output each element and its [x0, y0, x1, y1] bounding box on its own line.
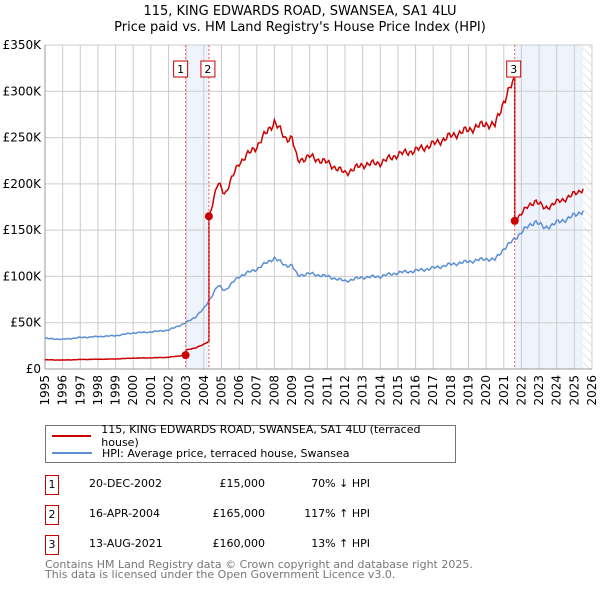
x-tick-label: 2021: [497, 375, 511, 406]
sale-hpi-diff: 117% ↑ HPI: [304, 507, 370, 520]
x-tick-label: 2004: [197, 375, 211, 406]
x-tick-label: 1997: [73, 375, 87, 406]
footer-line: Contains HM Land Registry data © Crown c…: [45, 558, 473, 571]
x-tick-label: 2005: [214, 375, 228, 406]
x-tick-label: 2017: [426, 375, 440, 406]
sale-number: 2: [45, 505, 59, 525]
y-tick-label: £0: [26, 362, 41, 376]
chart-title: 115, KING EDWARDS ROAD, SWANSEA, SA1 4LU: [143, 4, 457, 19]
x-tick-label: 2022: [514, 375, 528, 406]
sale-label-box: [200, 60, 216, 78]
shaded-region: [185, 45, 209, 369]
sale-point: [204, 212, 213, 221]
x-tick-label: 1996: [56, 375, 70, 406]
sale-point: [181, 351, 190, 360]
sale-label: 3: [510, 63, 517, 76]
sale-label-box: [173, 60, 189, 78]
x-tick-label: 2012: [338, 375, 352, 406]
legend-line-property: [52, 435, 92, 437]
sale-date: 13-AUG-2021: [89, 537, 163, 550]
sale-price: £15,000: [219, 477, 266, 490]
x-tick-label: 1995: [38, 375, 52, 406]
legend-line-hpi: [52, 452, 92, 454]
sale-hpi-diff: 70% ↓ HPI: [311, 477, 370, 490]
y-tick-label: £50K: [10, 316, 42, 330]
y-tick-label: £350K: [3, 38, 43, 52]
x-tick-label: 2014: [373, 375, 387, 406]
x-tick-label: 1998: [91, 375, 105, 406]
y-tick-label: £250K: [3, 131, 43, 145]
sale-row: 1 20-DEC-2002 £15,000 70% ↓ HPI: [45, 475, 465, 495]
sale-price: £165,000: [212, 507, 266, 520]
y-tick-label: £150K: [3, 223, 43, 237]
x-tick-label: 2015: [391, 375, 405, 406]
x-tick-label: 2026: [585, 375, 599, 406]
chart-subtitle: Price paid vs. HM Land Registry's House …: [114, 20, 486, 35]
legend-label-hpi: HPI: Average price, terraced house, Swan…: [102, 446, 350, 460]
sale-label: 2: [204, 63, 211, 76]
x-tick-label: 2001: [144, 375, 158, 406]
sale-hpi-diff: 13% ↑ HPI: [311, 537, 370, 550]
x-tick-label: 1999: [109, 375, 123, 406]
sale-row: 2 16-APR-2004 £165,000 117% ↑ HPI: [45, 505, 465, 525]
sale-date: 16-APR-2004: [89, 507, 161, 520]
y-tick-label: £100K: [3, 269, 43, 283]
x-tick-label: 2019: [461, 375, 475, 406]
x-tick-label: 2025: [567, 375, 581, 406]
chart: 1995 1996 1997 1998 1999 2000 2001 2002 2003 2004…: [3, 38, 599, 406]
x-tick-label: 2000: [126, 375, 140, 406]
property-price-line: [44, 76, 584, 361]
x-tick-label: 2024: [550, 375, 564, 406]
hpi-line: [44, 210, 584, 341]
x-tick-label: 2003: [179, 375, 193, 406]
sale-number: 1: [45, 475, 59, 495]
x-tick-label: 2007: [250, 375, 264, 406]
x-tick-label: 2008: [267, 375, 281, 406]
forecast-hatch: [583, 45, 592, 369]
x-tick-label: 2023: [532, 375, 546, 406]
footer: Contains HM Land Registry data © Crown c…: [45, 558, 473, 581]
x-tick-label: 2010: [303, 375, 317, 406]
legend: 115, KING EDWARDS ROAD, SWANSEA, SA1 4LU…: [45, 423, 456, 463]
x-tick-label: 2016: [409, 375, 423, 406]
x-tick-label: 2009: [285, 375, 299, 406]
sale-label-box: [506, 60, 522, 78]
sale-number: 3: [45, 535, 59, 555]
x-tick-label: 2011: [320, 375, 334, 406]
x-tick-label: 2020: [479, 375, 493, 406]
x-tick-label: 2013: [356, 375, 370, 406]
legend-label-property: 115, KING EDWARDS ROAD, SWANSEA, SA1 4LU…: [101, 423, 421, 449]
footer-line: This data is licensed under the Open Gov…: [45, 568, 396, 581]
sale-price: £160,000: [212, 537, 266, 550]
sale-point: [510, 216, 519, 225]
x-tick-label: 2006: [232, 375, 246, 406]
y-tick-label: £300K: [3, 84, 43, 98]
sale-label: 1: [177, 63, 184, 76]
x-tick-label: 2002: [162, 375, 176, 406]
sale-row: 3 13-AUG-2021 £160,000 13% ↑ HPI: [45, 535, 465, 555]
x-tick-label: 2018: [444, 375, 458, 406]
y-tick-label: £200K: [3, 177, 43, 191]
sale-date: 20-DEC-2002: [89, 477, 163, 490]
